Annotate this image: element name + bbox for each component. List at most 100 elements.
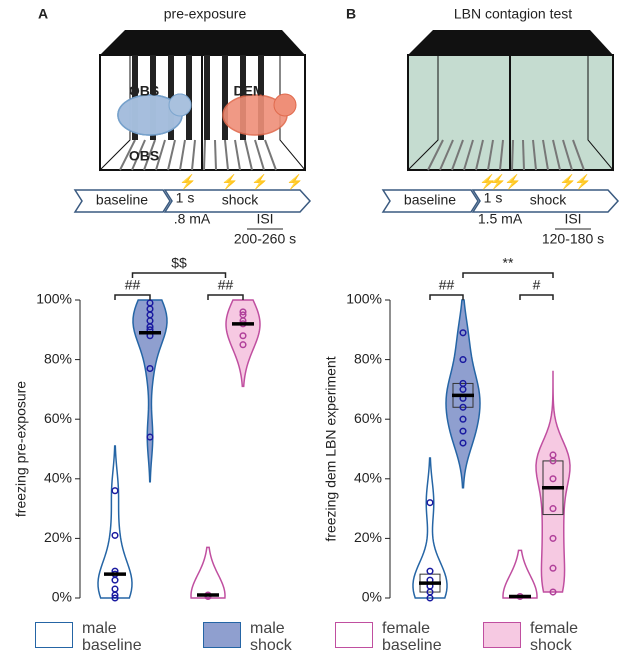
- bolt: ⚡: [286, 174, 303, 191]
- timeline-label: shock: [222, 192, 260, 208]
- y-tick-label: 40%: [44, 470, 72, 486]
- mouse-head: [168, 93, 192, 117]
- note: 1 s: [484, 190, 503, 206]
- grid-floor: [439, 139, 454, 171]
- panel-letter: B: [346, 6, 356, 22]
- bolt: ⚡: [504, 174, 521, 191]
- grid-floor: [191, 139, 196, 171]
- animal-label: DEM: [233, 83, 264, 99]
- significance: **: [503, 255, 514, 271]
- y-tick-label: 60%: [44, 410, 72, 426]
- y-tick-label: 0%: [362, 589, 382, 605]
- data-point: [426, 499, 434, 507]
- data-point: [459, 439, 467, 447]
- roof: [408, 30, 613, 55]
- significance: $$: [171, 255, 187, 271]
- bar-wall: [222, 55, 228, 140]
- y-tick-label: 20%: [354, 529, 382, 545]
- significance: ##: [218, 277, 234, 293]
- grid-floor: [532, 139, 537, 171]
- y-tick-label: 40%: [354, 470, 382, 486]
- legend-swatch: [335, 622, 373, 648]
- legend-label: male baseline: [82, 620, 142, 654]
- data-point: [549, 588, 557, 596]
- note: .8 mA: [174, 211, 211, 227]
- grid-floor: [572, 139, 585, 171]
- timeline-baseline: [381, 189, 479, 213]
- data-point: [459, 403, 467, 411]
- bar-wall: [204, 55, 210, 140]
- y-tick-label: 80%: [354, 350, 382, 366]
- data-point: [111, 576, 119, 584]
- y-tick-label: 20%: [44, 529, 72, 545]
- legend-swatch: [35, 622, 73, 648]
- grid-floor: [224, 139, 229, 171]
- grid-floor: [499, 139, 504, 171]
- data-point: [549, 475, 557, 483]
- data-point: [111, 594, 119, 602]
- data-point: [459, 427, 467, 435]
- data-point: [146, 364, 154, 373]
- legend-label: male shock: [250, 620, 292, 654]
- bar-wall: [186, 55, 192, 140]
- bolt: ⚡: [559, 174, 576, 191]
- y-tick-label: 0%: [52, 589, 72, 605]
- bracket: [462, 272, 554, 278]
- grid-floor: [562, 139, 573, 171]
- significance: ##: [439, 277, 455, 293]
- grid-floor: [463, 139, 474, 171]
- data-point: [111, 531, 119, 539]
- diagram-title: LBN contagion test: [454, 6, 572, 22]
- violin: [190, 546, 226, 599]
- significance: ##: [125, 277, 141, 293]
- note: 1 s: [176, 190, 195, 206]
- y-tick-label: 60%: [354, 410, 382, 426]
- grid-floor: [427, 139, 444, 171]
- grid-floor: [511, 139, 514, 171]
- note: 1.5 mA: [478, 211, 523, 227]
- timeline-label: baseline: [96, 192, 148, 208]
- data-point: [459, 385, 467, 393]
- bracket: [114, 294, 151, 300]
- legend-label: female shock: [530, 620, 579, 654]
- bracket: [207, 294, 244, 300]
- data-point: [459, 329, 467, 337]
- grid-floor: [143, 139, 156, 171]
- grid-floor: [542, 139, 549, 171]
- data-point: [239, 332, 247, 340]
- data-point: [426, 594, 434, 602]
- timeline-shock: [163, 189, 312, 213]
- panel-letter: A: [38, 6, 48, 22]
- y-axis-label: freezing pre-exposure: [13, 381, 29, 517]
- data-point: [146, 433, 154, 441]
- grid-floor: [203, 139, 206, 171]
- violin: [97, 445, 133, 599]
- grid-floor: [451, 139, 464, 171]
- violin: [412, 457, 448, 599]
- data-point: [239, 341, 247, 349]
- y-axis-label: freezing dem LBN experiment: [323, 356, 339, 541]
- data-point: [459, 415, 467, 423]
- grid-floor: [234, 139, 241, 171]
- timeline-shock: [471, 189, 620, 213]
- y-tick-label: 100%: [36, 291, 72, 307]
- data-point: [111, 591, 119, 599]
- data-point: [549, 457, 557, 465]
- data-point: [426, 567, 434, 575]
- note: 120-180 s: [542, 231, 604, 247]
- data-point: [111, 487, 119, 495]
- animal-label: OBS: [129, 148, 159, 164]
- grid-floor: [167, 139, 176, 171]
- bolt: ⚡: [221, 174, 238, 191]
- grid-floor: [475, 139, 484, 171]
- legend-label: female baseline: [382, 620, 442, 654]
- cage-back: [407, 54, 439, 172]
- data-point: [146, 323, 154, 331]
- cage-back: [279, 54, 306, 172]
- mouse-head: [273, 93, 297, 117]
- grid-floor: [254, 139, 265, 171]
- violin: [225, 299, 261, 388]
- grid-floor: [552, 139, 561, 171]
- grid-floor: [119, 139, 136, 171]
- data-point: [239, 308, 247, 316]
